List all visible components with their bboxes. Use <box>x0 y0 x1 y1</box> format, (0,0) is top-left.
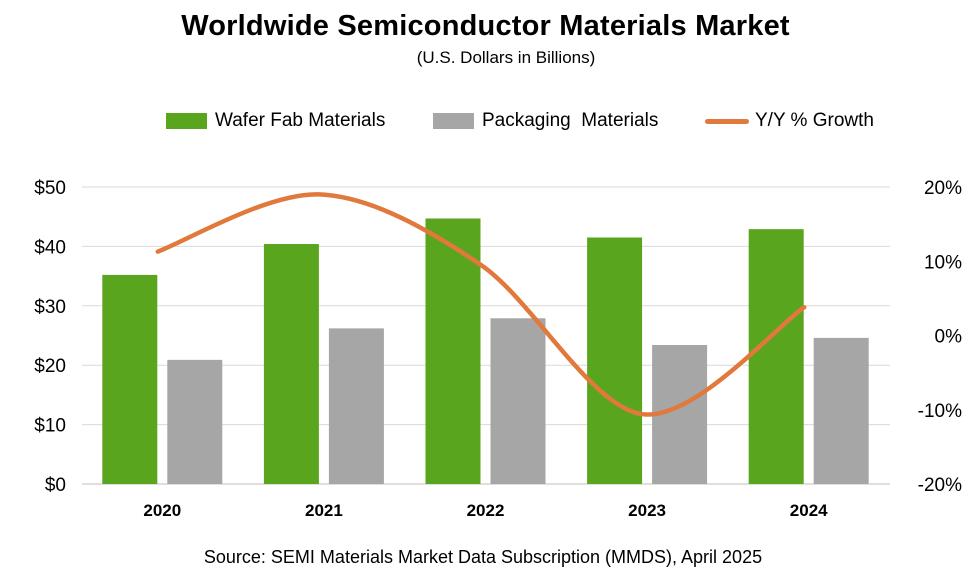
y-right-tick-label: 20% <box>924 178 962 199</box>
chart-subtitle: (U.S. Dollars in Billions) <box>416 48 596 67</box>
y-left-tick-label: $10 <box>34 416 66 437</box>
y-left-tick-label: $40 <box>34 237 66 258</box>
legend-item-packaging: Packaging Materials <box>433 109 658 133</box>
x-tick-label: 2021 <box>305 501 343 520</box>
bar-wafer-fab <box>587 237 643 484</box>
y-right-tick-label: 10% <box>924 252 962 273</box>
chart-title: Worldwide Semiconductor Materials Market <box>181 10 790 42</box>
legend: Wafer Fab Materials Packaging Materials … <box>0 109 971 133</box>
bar-packaging <box>328 328 384 484</box>
bar-packaging <box>813 337 869 484</box>
bar-wafer-fab <box>748 229 804 484</box>
legend-swatch-growth <box>705 118 749 124</box>
y-right-tick-label: 0% <box>935 327 963 348</box>
legend-label-packaging: Packaging Materials <box>482 110 659 131</box>
legend-label-growth: Y/Y % Growth <box>755 110 874 131</box>
bar-wafer-fab <box>425 218 481 484</box>
bar-packaging <box>167 359 223 484</box>
growth-line <box>155 192 807 417</box>
bar-wafer-fab <box>102 274 158 484</box>
y-left-tick-label: $50 <box>34 178 66 199</box>
bar-wafer-fab <box>263 244 319 484</box>
legend-item-growth: Y/Y % Growth <box>705 109 874 133</box>
legend-item-wafer-fab: Wafer Fab Materials <box>166 109 385 133</box>
source-note: Source: SEMI Materials Market Data Subsc… <box>203 547 763 567</box>
legend-label-wafer-fab: Wafer Fab Materials <box>215 110 386 131</box>
y-left-tick-label: $20 <box>34 356 66 377</box>
legend-swatch-wafer-fab <box>166 113 207 129</box>
x-tick-label: 2023 <box>628 501 666 520</box>
x-tick-label: 2024 <box>790 501 828 520</box>
legend-swatch-packaging <box>433 113 474 129</box>
x-tick-label: 2022 <box>467 501 505 520</box>
y-right-tick-label: -10% <box>918 401 962 422</box>
y-right-tick-label: -20% <box>918 475 962 496</box>
y-left-tick-label: $0 <box>45 475 66 496</box>
x-tick-label: 2020 <box>143 501 181 520</box>
bar-packaging <box>490 318 546 484</box>
y-left-tick-label: $30 <box>34 297 66 318</box>
